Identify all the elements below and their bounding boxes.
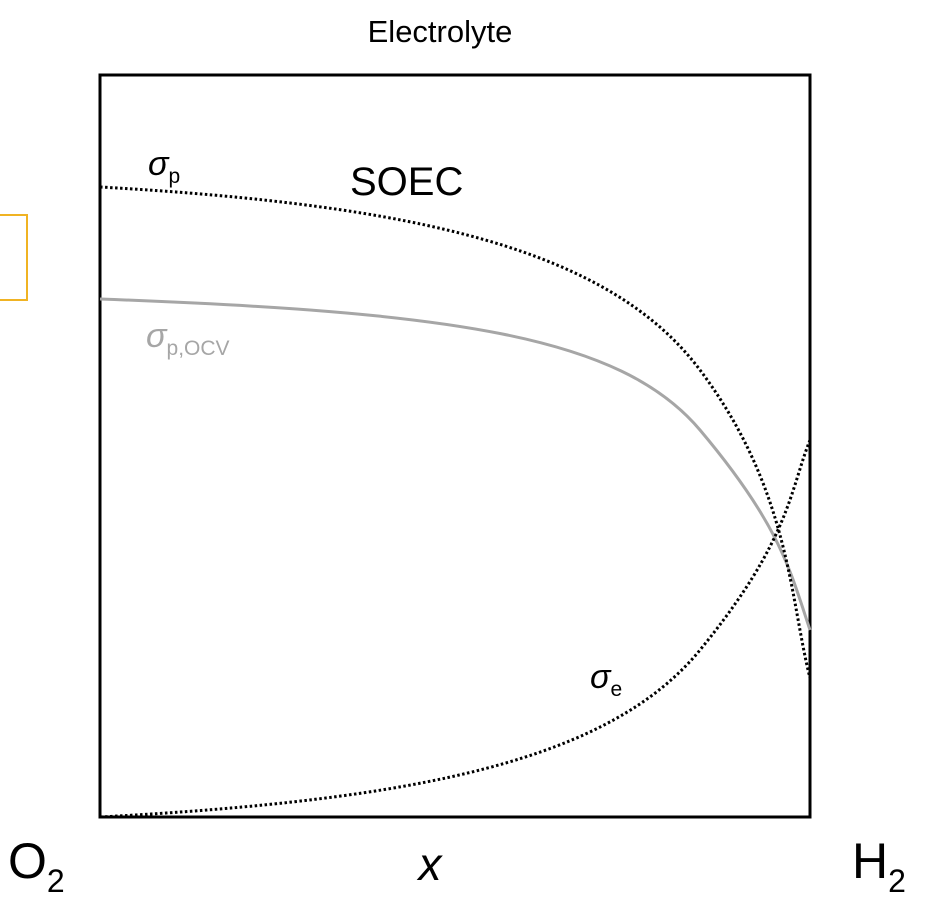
left-electrode: O2 (8, 833, 65, 899)
sigma-e-label: σe (590, 658, 622, 701)
right-electrode: H2 (852, 833, 906, 899)
mode-label: SOEC (350, 160, 463, 204)
sigma-p-label: σp (148, 145, 180, 188)
subscript: 2 (888, 863, 906, 899)
base: H (852, 833, 888, 889)
electrolyte-box (98, 73, 812, 819)
x-axis-label: x (417, 838, 444, 890)
sigma-p-curve (99, 185, 812, 679)
sigma-e-curve (99, 439, 812, 819)
orange-frame (0, 214, 28, 301)
subscript: 2 (47, 863, 65, 899)
ocv-curve (99, 297, 812, 631)
sigma-p-ocv-label: σp,OCV (146, 317, 230, 360)
symbol: σ (590, 658, 612, 696)
symbol: σ (146, 317, 168, 355)
subscript: e (611, 678, 623, 701)
symbol: σ (148, 145, 170, 183)
subscript: p (169, 165, 181, 188)
base: O (8, 833, 47, 889)
subscript: p,OCV (167, 337, 230, 360)
title: Electrolyte (368, 14, 513, 49)
